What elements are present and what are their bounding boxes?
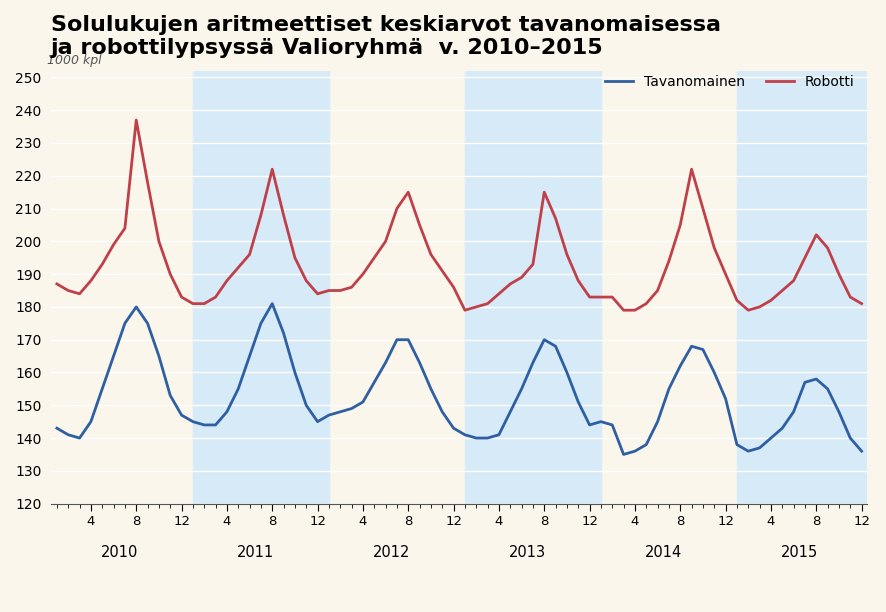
Text: 2013: 2013 [509,545,546,560]
Text: 2014: 2014 [645,545,682,560]
Bar [465,71,601,504]
Text: 2011: 2011 [237,545,274,560]
Bar [193,71,329,504]
Text: 2010: 2010 [100,545,138,560]
Legend: Tavanomainen, Robotti: Tavanomainen, Robotti [600,69,860,94]
Text: 2015: 2015 [781,545,818,560]
Text: 2012: 2012 [372,545,410,560]
Text: Solulukujen aritmeettiset keskiarvot tavanomaisessa
ja robottilypsyssä Valioryhm: Solulukujen aritmeettiset keskiarvot tav… [51,15,721,58]
Text: 1000 kpl: 1000 kpl [47,53,102,67]
Bar [737,71,873,504]
